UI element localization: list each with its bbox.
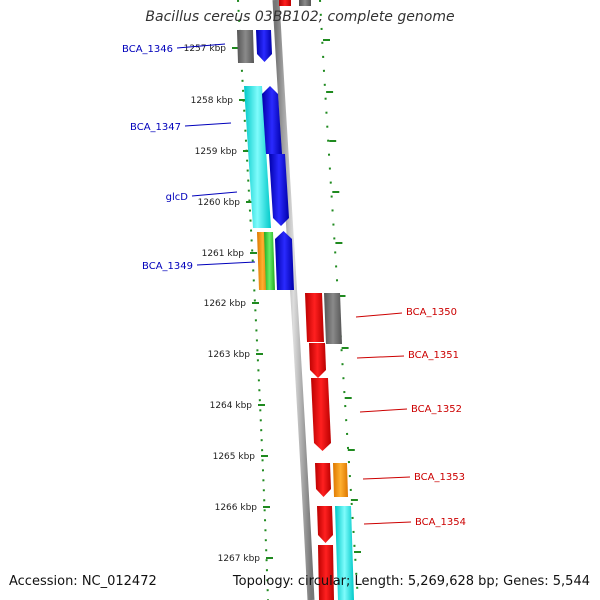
- gene-bca1346-grey: [237, 30, 254, 63]
- gene-bca1349-blue: [275, 231, 294, 290]
- gene-bca1350-red: [305, 293, 324, 342]
- leader-line: [176, 43, 226, 49]
- gene-label-right: BCA_1353: [414, 472, 465, 483]
- tick-label: 1261 kbp: [202, 249, 245, 259]
- gene-bca1351-red: [309, 343, 326, 378]
- accession-text: Accession: NC_012472: [9, 574, 157, 589]
- gene-glcD-blue: [269, 154, 289, 226]
- gene-bca1349-green: [264, 232, 275, 290]
- gene-label-right: BCA_1354: [415, 517, 466, 528]
- tick-label: 1266 kbp: [215, 503, 258, 513]
- gene-label-left: BCA_1346: [122, 44, 173, 55]
- tick-label: 1259 kbp: [195, 147, 238, 157]
- leader-line: [184, 122, 232, 127]
- gene-bca1353-red: [315, 463, 331, 497]
- gene-labels: BCA_1346 BCA_1347 glcD BCA_1349 BCA_1350 BCA_…: [122, 44, 466, 528]
- leader-line: [355, 312, 403, 318]
- gene-label-right: BCA_1352: [411, 404, 462, 415]
- tick-label: 1260 kbp: [198, 198, 241, 208]
- gene-bca1346-blue: [256, 30, 272, 62]
- gene-grey-top: [299, 0, 311, 6]
- tick-marks: 1257 kbp 1258 kbp 1259 kbp 1260 kbp 1261 kbp…: [184, 39, 361, 564]
- leader-line: [359, 408, 408, 413]
- gene-label-right: BCA_1351: [408, 350, 459, 361]
- gene-label-left: BCA_1349: [142, 261, 193, 272]
- gene-label-left: BCA_1347: [130, 122, 181, 133]
- leader-line: [362, 476, 411, 480]
- leader-line: [191, 191, 238, 197]
- gene-bca1352-red: [311, 378, 331, 451]
- gene-bca1354-red-2: [318, 545, 334, 600]
- tick-label: 1265 kbp: [213, 452, 256, 462]
- gene-bca1354-cyan: [335, 506, 354, 600]
- tick-label: 1258 kbp: [191, 96, 234, 106]
- tick-label: 1267 kbp: [218, 554, 261, 564]
- gene-bca1354-red: [317, 506, 333, 543]
- gene-bca1350-grey: [324, 293, 342, 344]
- genome-summary-text: Topology: circular; Length: 5,269,628 bp…: [232, 574, 590, 589]
- gene-label-right: BCA_1350: [406, 307, 457, 318]
- genome-title: Bacillus cereus 03BB102, complete genome: [145, 9, 455, 25]
- tick-label: 1264 kbp: [210, 401, 253, 411]
- leader-line: [356, 355, 405, 359]
- label-leader-lines: [176, 43, 412, 525]
- tick-label: 1263 kbp: [208, 350, 251, 360]
- gene-red-top: [279, 0, 291, 6]
- leader-line: [196, 261, 256, 266]
- tick-label: 1257 kbp: [184, 44, 227, 54]
- leader-line: [363, 521, 412, 525]
- gene-label-left: glcD: [166, 192, 189, 203]
- gene-bca1347-blue: [262, 86, 282, 154]
- gene-features: [237, 0, 354, 600]
- gene-bca1353-orange: [333, 463, 348, 497]
- tick-label: 1262 kbp: [204, 299, 247, 309]
